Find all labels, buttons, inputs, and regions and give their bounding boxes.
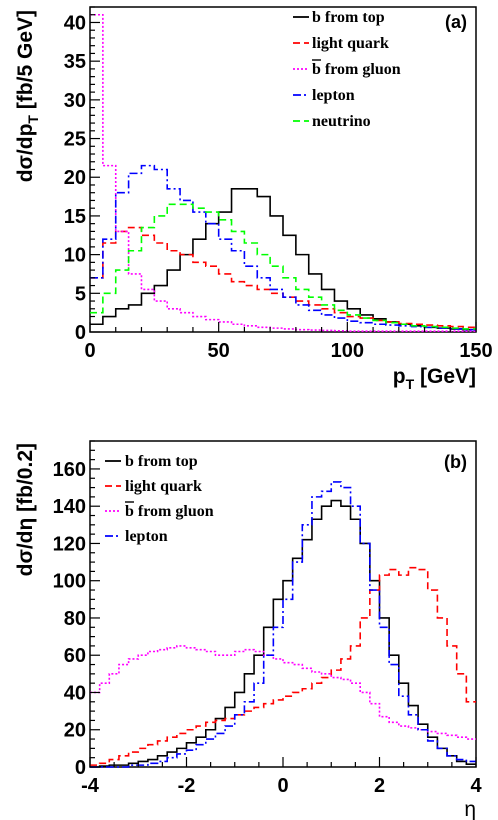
panel-b-x-axis-label: η [464,798,476,820]
panel-a-series-b-from-gluon [90,13,476,333]
panel-a-series-b-from-top [90,188,476,331]
y-tick-label: 0 [75,757,86,779]
panel-b-series-lepton [90,481,476,768]
x-tick-label: 50 [208,340,230,362]
panel-b-y-axis-label: dσ/dη [fb/0.2] [14,443,37,576]
panel-b-x-ticks: -4 -2 0 2 4 [81,757,482,797]
y-tick-label: 15 [64,206,86,228]
y-tick-label: 80 [64,608,86,630]
panel-b-series-layer [90,481,476,768]
x-tick-label: 100 [331,340,364,362]
y-tick-label: 40 [64,12,86,34]
x-tick-label: -4 [81,775,100,797]
legend-entry: neutrino [312,113,371,130]
y-tick-label: 5 [75,283,86,305]
y-tick-label: 120 [53,533,86,555]
panel-a-y-axis-label: dσ/dpT [fb/5 GeV] [14,10,41,182]
panel-b-series-b-from-gluon [90,645,476,740]
y-tick-label: 0 [75,322,86,344]
legend-entry: light quark [312,35,389,52]
panel-a-y-ticks: 0 5 10 15 20 25 30 35 40 [64,6,100,344]
legend-entry: b from top [312,9,385,26]
y-tick-label: 30 [64,90,86,112]
panel-a-series-neutrino [90,203,476,330]
panel-a-label: (a) [445,12,467,32]
legend-entry: b from gluon [125,503,214,520]
legend-entry: b from top [125,453,198,470]
panel-b-legend: b from top light quark b from gluon lepton [105,453,214,545]
y-tick-label: 20 [64,167,86,189]
panel-b-label: (b) [444,452,467,472]
panel-a-plot-frame [89,6,477,333]
y-tick-label: 35 [64,51,86,73]
x-tick-label: 0 [277,775,288,797]
panel-b-eta-distribution: -4 -2 0 2 4 0 20 40 60 80 100 120 140 160 (b) η dσ/d… [14,440,482,820]
legend-entry: b from gluon [312,61,401,78]
y-tick-label: 140 [53,496,86,518]
panel-b-series-light-quark [90,566,476,766]
y-tick-label: 25 [64,129,86,151]
panel-a-series-lepton [90,164,476,331]
y-tick-label: 40 [64,682,86,704]
panel-a-x-axis-label: pT [GeV] [393,365,476,392]
x-tick-label: 150 [459,340,492,362]
legend-entry: light quark [125,478,202,495]
x-tick-label: 2 [374,775,385,797]
y-tick-label: 60 [64,645,86,667]
legend-entry: lepton [125,528,168,545]
x-tick-label: -2 [178,775,196,797]
y-tick-label: 160 [53,459,86,481]
x-tick-label: 4 [470,775,482,797]
panel-b-y-ticks: 0 20 40 60 80 100 120 140 160 [53,440,100,779]
y-tick-label: 20 [64,720,86,742]
y-tick-label: 100 [53,571,86,593]
panel-a-legend: b from top light quark b from gluon lepton n… [293,9,401,130]
legend-entry: lepton [312,87,355,104]
panel-a-series-layer [90,13,476,333]
panel-a-x-ticks: 0 50 100 150 [84,322,493,362]
x-tick-label: 0 [84,340,95,362]
y-tick-label: 10 [64,245,86,267]
